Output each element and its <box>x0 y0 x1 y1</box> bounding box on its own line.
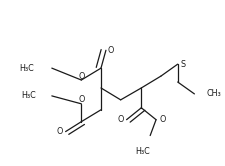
Text: CH₃: CH₃ <box>206 89 221 98</box>
Text: H₃C: H₃C <box>19 64 34 73</box>
Text: O: O <box>78 72 85 81</box>
Text: H₃C: H₃C <box>135 147 150 157</box>
Text: O: O <box>159 115 165 124</box>
Text: O: O <box>78 95 85 104</box>
Text: S: S <box>181 60 186 69</box>
Text: O: O <box>108 46 114 55</box>
Text: O: O <box>117 115 124 124</box>
Text: O: O <box>56 127 63 136</box>
Text: H₃C: H₃C <box>21 91 36 100</box>
